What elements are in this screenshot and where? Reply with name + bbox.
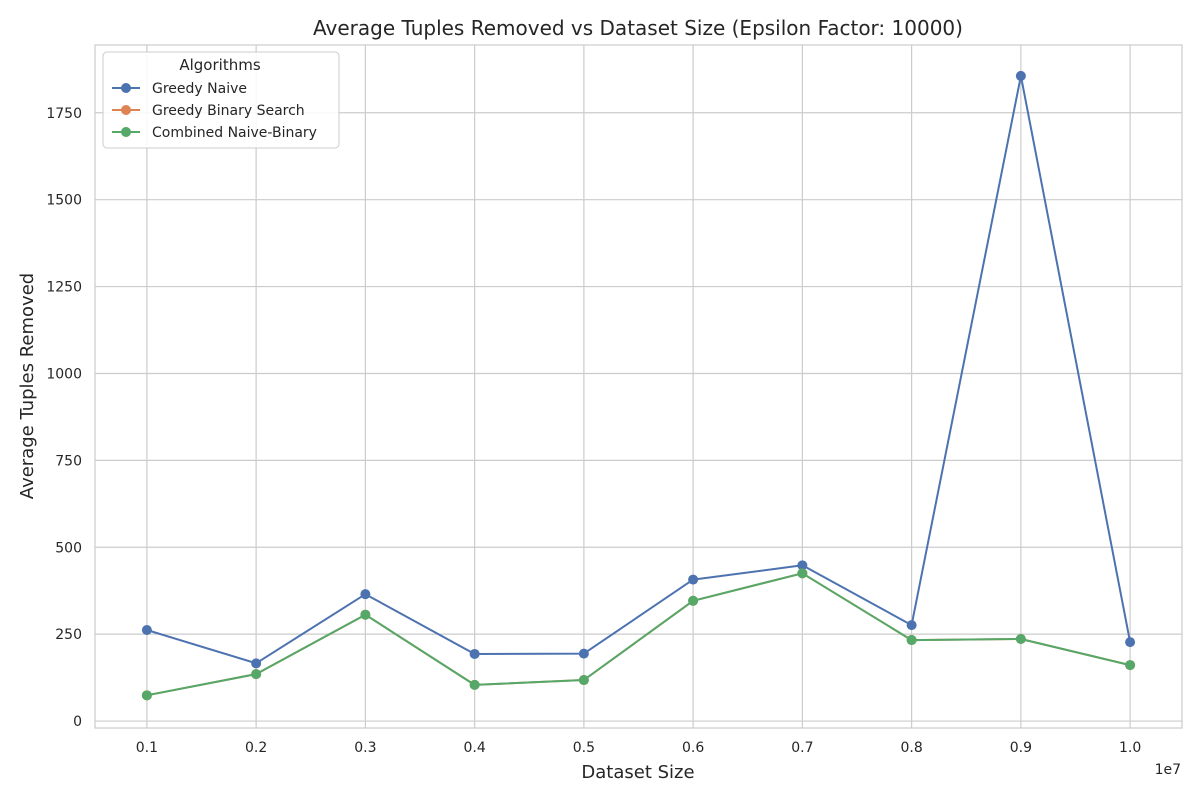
grid-lines xyxy=(95,45,1182,728)
y-tick-label: 1000 xyxy=(46,366,82,382)
data-point xyxy=(469,679,480,690)
x-tick-label: 0.1 xyxy=(136,740,158,756)
chart-title: Average Tuples Removed vs Dataset Size (… xyxy=(313,16,963,40)
legend-title: Algorithms xyxy=(179,56,260,74)
x-tick-label: 0.5 xyxy=(573,740,595,756)
data-point xyxy=(688,574,699,585)
legend: Algorithms Greedy Naive Greedy Binary Sea… xyxy=(102,51,340,149)
series-combined-naive-binary xyxy=(141,568,1136,701)
data-point xyxy=(906,635,917,646)
legend-item: Greedy Naive xyxy=(112,81,247,97)
plot-area xyxy=(95,45,1182,728)
data-point xyxy=(578,648,589,659)
x-tick-label: 0.8 xyxy=(900,740,922,756)
legend-marker xyxy=(121,105,131,115)
data-point xyxy=(1125,660,1136,671)
y-tick-label: 0 xyxy=(73,714,82,730)
data-point xyxy=(360,589,371,600)
x-tick-label: 0.4 xyxy=(463,740,485,756)
x-tick-label: 0.2 xyxy=(245,740,267,756)
legend-item: Greedy Binary Search xyxy=(112,103,305,119)
series-line xyxy=(146,74,1132,665)
data-point xyxy=(141,690,152,701)
x-tick-label: 1.0 xyxy=(1119,740,1141,756)
data-point xyxy=(688,595,699,606)
legend-box xyxy=(102,51,340,149)
y-tick-label: 1500 xyxy=(46,193,82,209)
x-tick-label: 0.3 xyxy=(354,740,376,756)
x-axis-label: Dataset Size xyxy=(581,762,694,783)
legend-marker xyxy=(121,83,131,93)
legend-label: Combined Naive-Binary xyxy=(152,125,317,141)
x-tick-label: 0.7 xyxy=(791,740,813,756)
plot-frame xyxy=(94,44,1183,729)
x-tick-label: 0.9 xyxy=(1010,740,1032,756)
legend-label: Greedy Binary Search xyxy=(152,103,305,119)
data-point xyxy=(1015,70,1026,81)
y-tick-label: 250 xyxy=(55,627,82,643)
data-point xyxy=(251,658,262,669)
x-tick-label: 0.6 xyxy=(682,740,704,756)
legend-label: Greedy Naive xyxy=(152,81,247,97)
data-point xyxy=(906,620,917,631)
data-point xyxy=(360,609,371,620)
series-layer xyxy=(141,70,1136,701)
y-axis-label: Average Tuples Removed xyxy=(17,273,38,499)
legend-items: Greedy Naive Greedy Binary Search Combined… xyxy=(112,81,317,141)
y-tick-label: 750 xyxy=(55,453,82,469)
data-point xyxy=(578,675,589,686)
y-tick-label: 1250 xyxy=(46,280,82,296)
data-point xyxy=(1015,634,1026,645)
series-line xyxy=(146,572,1131,697)
y-tick-label: 500 xyxy=(55,540,82,556)
data-point xyxy=(1125,637,1136,648)
legend-marker xyxy=(121,127,131,137)
x-axis-exponent: 1e7 xyxy=(1155,762,1181,778)
data-point xyxy=(141,624,152,635)
tick-labels: 0.1 0.2 0.3 0.4 0.5 0.6 0.7 0.8 0.9 1.0 0 250 500 750… xyxy=(46,106,1141,756)
data-point xyxy=(797,568,808,579)
legend-item: Combined Naive-Binary xyxy=(112,125,317,141)
data-point xyxy=(797,560,808,571)
series-greedy-naive xyxy=(141,70,1136,669)
y-tick-label: 1750 xyxy=(46,106,82,122)
data-point xyxy=(251,669,262,680)
data-point xyxy=(469,648,480,659)
